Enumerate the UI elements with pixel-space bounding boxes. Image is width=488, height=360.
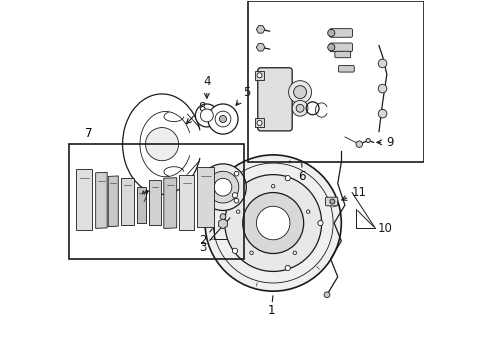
- Polygon shape: [163, 178, 176, 228]
- Text: 2: 2: [199, 229, 212, 247]
- Circle shape: [355, 141, 362, 147]
- Circle shape: [207, 171, 238, 203]
- Circle shape: [257, 121, 262, 126]
- Text: 6: 6: [298, 163, 305, 183]
- Circle shape: [207, 104, 238, 134]
- FancyBboxPatch shape: [329, 29, 352, 37]
- Polygon shape: [108, 176, 118, 226]
- Circle shape: [249, 251, 253, 255]
- Circle shape: [232, 248, 237, 253]
- Polygon shape: [197, 167, 214, 226]
- Circle shape: [324, 292, 329, 298]
- Circle shape: [327, 30, 334, 37]
- Circle shape: [195, 104, 218, 127]
- Circle shape: [200, 109, 213, 122]
- Circle shape: [293, 86, 306, 99]
- Circle shape: [378, 59, 386, 68]
- Polygon shape: [76, 169, 92, 230]
- Polygon shape: [149, 180, 161, 225]
- Circle shape: [234, 171, 238, 176]
- Polygon shape: [179, 175, 194, 230]
- Text: 9: 9: [376, 136, 393, 149]
- Text: 1: 1: [267, 296, 275, 318]
- Circle shape: [329, 199, 334, 204]
- Circle shape: [224, 175, 321, 271]
- Circle shape: [288, 81, 311, 104]
- Circle shape: [236, 210, 240, 213]
- Bar: [255, 118, 264, 127]
- Bar: [69, 144, 244, 259]
- Circle shape: [207, 171, 211, 176]
- Circle shape: [292, 100, 307, 116]
- Circle shape: [232, 193, 237, 198]
- Bar: [255, 71, 264, 80]
- Circle shape: [317, 220, 323, 226]
- FancyBboxPatch shape: [334, 51, 350, 58]
- Bar: [247, 1, 423, 162]
- Text: 11: 11: [341, 186, 366, 200]
- Polygon shape: [121, 178, 134, 225]
- Text: 4: 4: [203, 75, 210, 98]
- Polygon shape: [96, 172, 107, 228]
- Circle shape: [285, 176, 290, 181]
- Circle shape: [256, 206, 289, 240]
- Circle shape: [242, 193, 303, 253]
- Circle shape: [145, 127, 178, 161]
- Circle shape: [204, 155, 341, 291]
- Text: 5: 5: [236, 86, 249, 105]
- Circle shape: [257, 73, 262, 78]
- Circle shape: [199, 164, 246, 211]
- Circle shape: [292, 251, 296, 255]
- FancyBboxPatch shape: [257, 68, 292, 131]
- Circle shape: [378, 84, 386, 93]
- Circle shape: [296, 104, 304, 112]
- Circle shape: [271, 185, 274, 188]
- Text: 10: 10: [376, 222, 391, 235]
- FancyBboxPatch shape: [325, 197, 337, 206]
- Circle shape: [285, 265, 290, 271]
- Circle shape: [306, 210, 309, 213]
- Text: 3: 3: [199, 218, 230, 254]
- FancyBboxPatch shape: [329, 43, 352, 51]
- Text: 8: 8: [186, 101, 205, 123]
- Circle shape: [327, 44, 334, 51]
- Circle shape: [234, 198, 238, 203]
- Circle shape: [214, 178, 231, 196]
- Circle shape: [219, 116, 226, 123]
- Circle shape: [207, 198, 211, 203]
- Polygon shape: [137, 187, 146, 223]
- Text: 7: 7: [85, 127, 92, 140]
- Circle shape: [366, 138, 369, 143]
- Circle shape: [215, 111, 230, 127]
- FancyBboxPatch shape: [338, 66, 353, 72]
- Circle shape: [378, 109, 386, 118]
- Circle shape: [220, 214, 225, 220]
